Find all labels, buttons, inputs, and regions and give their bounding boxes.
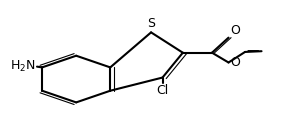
Text: —: — bbox=[246, 44, 259, 57]
Text: H$_2$N: H$_2$N bbox=[10, 59, 36, 74]
Text: S: S bbox=[147, 17, 155, 30]
Text: O: O bbox=[231, 56, 240, 69]
Text: O: O bbox=[231, 24, 240, 37]
Text: Cl: Cl bbox=[157, 84, 168, 97]
